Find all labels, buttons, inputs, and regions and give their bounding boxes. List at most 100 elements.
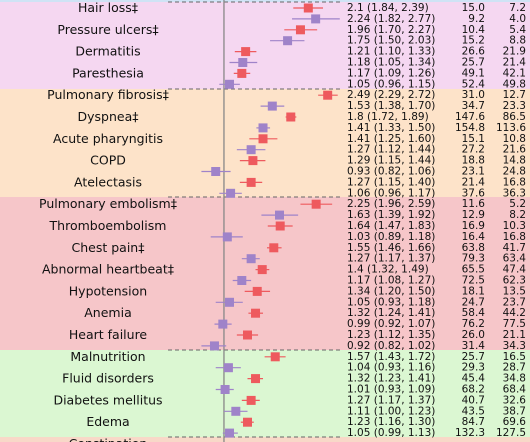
estimate-marker: [225, 428, 235, 438]
count-2: 62.3: [503, 275, 526, 287]
count-1: 16.4: [462, 231, 486, 243]
count-2: 21.4: [503, 57, 527, 69]
count-2: 21.1: [503, 329, 526, 341]
count-1: 25.7: [462, 57, 485, 69]
count-2: 42.1: [503, 67, 526, 79]
estimate-label: 0.92 (0.82, 1.02): [347, 340, 435, 352]
count-1: 132.3: [455, 427, 485, 439]
count-2: 10.8: [503, 133, 526, 145]
row-label: Heart failure: [69, 327, 148, 342]
estimate-label: 1.01 (0.93, 1.09): [347, 384, 435, 396]
count-1: 24.7: [462, 296, 485, 308]
estimate-label: 1.53 (1.38, 1.70): [347, 100, 435, 112]
row-label: Edema: [86, 414, 129, 429]
estimate-marker: [286, 112, 296, 122]
count-1: 9.2: [468, 13, 485, 25]
count-1: 63.8: [462, 242, 485, 254]
estimate-marker: [237, 68, 247, 78]
count-1: 31.4: [462, 340, 486, 352]
estimate-label: 2.49 (2.29, 2.72): [347, 89, 435, 101]
count-2: 127.5: [496, 427, 526, 439]
estimate-marker: [220, 385, 230, 394]
estimate-marker: [252, 286, 262, 296]
estimate-label: 1.17 (1.09, 1.26): [347, 67, 435, 79]
estimate-label: 1.55 (1.46, 1.66): [347, 242, 435, 254]
estimate-marker: [311, 199, 321, 209]
count-1: 68.2: [462, 384, 485, 396]
estimate-marker: [295, 25, 305, 35]
estimate-marker: [303, 3, 313, 13]
estimate-marker: [246, 145, 256, 155]
count-2: 8.8: [509, 35, 526, 47]
count-2: 49.8: [503, 78, 526, 90]
estimate-marker: [209, 341, 219, 351]
row-label: Fluid disorders: [62, 371, 154, 386]
count-1: 84.7: [462, 416, 485, 428]
estimate-marker: [218, 319, 228, 329]
count-1: 26.0: [462, 329, 485, 341]
estimate-label: 1.32 (1.24, 1.41): [347, 307, 435, 319]
count-2: 21.9: [503, 46, 526, 58]
count-1: 34.7: [462, 100, 485, 112]
estimate-label: 1.27 (1.17, 1.37): [347, 394, 435, 406]
count-1: 18.8: [462, 155, 485, 167]
count-2: 24.8: [503, 166, 526, 178]
count-1: 31.0: [462, 89, 485, 101]
estimate-marker: [241, 47, 251, 57]
estimate-marker: [225, 79, 235, 89]
count-1: 15.2: [462, 35, 485, 47]
row-label: Pressure ulcers‡: [57, 22, 158, 37]
estimate-marker: [258, 134, 268, 144]
count-2: 32.6: [503, 394, 527, 406]
estimate-marker: [269, 243, 279, 253]
count-2: 21.6: [503, 144, 527, 156]
estimate-marker: [311, 14, 321, 24]
count-2: 69.6: [503, 416, 527, 428]
count-2: 12.7: [503, 89, 526, 101]
count-2: 7.2: [509, 2, 526, 14]
row-label: Acute pharyngitis: [53, 131, 163, 146]
count-2: 16.5: [503, 351, 526, 363]
count-1: 25.7: [462, 351, 485, 363]
count-1: 26.6: [462, 46, 486, 58]
estimate-label: 1.11 (1.00, 1.23): [347, 405, 435, 417]
estimate-marker: [238, 58, 248, 67]
count-2: 44.2: [503, 307, 526, 319]
estimate-marker: [237, 276, 247, 285]
count-2: 68.4: [503, 384, 527, 396]
estimate-marker: [258, 123, 268, 133]
count-2: 10.3: [503, 220, 526, 232]
estimate-marker: [242, 417, 252, 427]
estimate-label: 1.18 (1.05, 1.34): [347, 57, 435, 69]
row-label: Anemia: [84, 305, 131, 320]
estimate-label: 2.1 (1.84, 2.39): [347, 2, 429, 14]
count-1: 15.1: [462, 133, 485, 145]
estimate-marker: [267, 101, 277, 111]
count-1: 27.2: [462, 144, 485, 156]
separators: [168, 1, 342, 438]
count-1: 79.3: [462, 253, 485, 265]
estimate-marker: [246, 254, 256, 264]
count-1: 21.4: [462, 176, 486, 188]
estimate-marker: [251, 308, 261, 318]
estimate-label: 1.05 (0.93, 1.18): [347, 296, 435, 308]
estimate-label: 1.96 (1.70, 2.27): [347, 24, 435, 36]
row-label: Diabetes mellitus: [53, 392, 162, 407]
row-label: Atelectasis: [74, 174, 142, 189]
row-label: COPD: [90, 153, 126, 168]
count-1: 40.7: [462, 394, 485, 406]
count-2: 5.2: [509, 198, 526, 210]
count-2: 113.6: [496, 122, 526, 134]
estimate-label: 1.05 (0.96, 1.15): [347, 78, 435, 90]
count-2: 38.7: [503, 405, 526, 417]
count-2: 16.8: [503, 231, 526, 243]
count-2: 8.2: [509, 209, 526, 221]
row-label: Dermatitis: [75, 44, 140, 59]
row-label: Pulmonary embolism‡: [39, 196, 177, 211]
count-1: 10.4: [462, 24, 486, 36]
count-2: 77.5: [503, 318, 526, 330]
estimate-marker: [275, 221, 285, 231]
estimate-marker: [225, 297, 235, 307]
count-2: 14.8: [503, 155, 526, 167]
